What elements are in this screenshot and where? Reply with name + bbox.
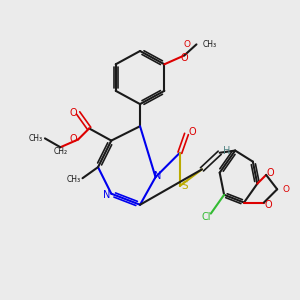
Text: O: O: [267, 168, 274, 178]
Text: O: O: [188, 127, 196, 137]
Text: CH₂: CH₂: [53, 147, 68, 156]
Text: O: O: [70, 134, 77, 145]
Text: O: O: [181, 53, 188, 63]
Text: CH₃: CH₃: [28, 134, 43, 143]
Text: N: N: [103, 190, 111, 200]
Text: N: N: [154, 171, 161, 181]
Text: CH₃: CH₃: [203, 40, 217, 49]
Text: CH₃: CH₃: [66, 175, 80, 184]
Text: O: O: [184, 40, 191, 49]
Text: O: O: [70, 108, 77, 118]
Text: O: O: [283, 185, 290, 194]
Text: O: O: [265, 200, 272, 210]
Text: Cl: Cl: [202, 212, 211, 222]
Text: H: H: [223, 146, 230, 156]
Text: S: S: [181, 181, 188, 191]
